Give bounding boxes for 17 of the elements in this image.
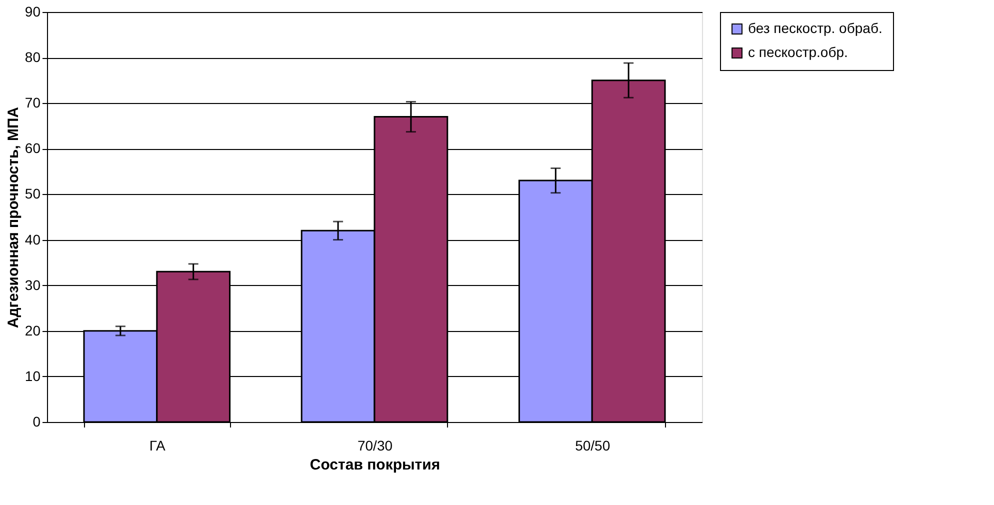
y-axis-title: Адгезионная прочность, МПА [4,106,22,328]
y-tick-label: 80 [24,49,41,66]
x-tick-label: ГА [149,438,166,454]
legend-label: без пескостр. обраб. [748,20,882,36]
y-tick-label: 40 [24,231,41,248]
y-tick-label: 0 [32,414,41,430]
y-tick-label: 60 [24,140,41,156]
y-tick-label: 10 [24,368,41,384]
y-tick-label: 90 [24,4,41,20]
y-tick-label: 30 [24,276,41,293]
x-tick-label: 50/50 [575,438,610,454]
y-tick-label: 50 [24,186,41,202]
y-tick-label: 70 [24,94,41,111]
x-axis-title: Состав покрытия [310,456,440,474]
legend-label: с пескостр.обр. [748,44,848,60]
x-tick-label: 70/30 [357,438,393,454]
y-tick-label: 20 [24,322,41,338]
